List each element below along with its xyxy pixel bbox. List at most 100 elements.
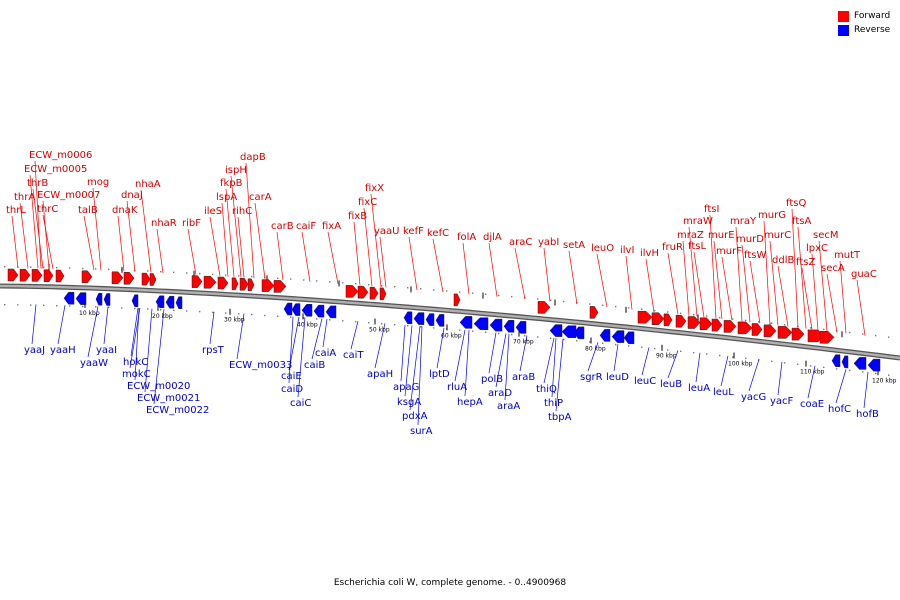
forward-leader-line — [237, 216, 245, 278]
reverse-leader-line — [613, 344, 619, 372]
reverse-leader-line — [153, 309, 165, 405]
ruler-dot — [628, 307, 630, 309]
forward-leader-line — [713, 240, 723, 320]
ruler-dot — [485, 293, 487, 295]
ruler-dot — [342, 282, 344, 284]
ruler-dot — [212, 311, 214, 314]
reverse-swatch — [838, 24, 849, 36]
reverse-leader-line — [495, 333, 507, 388]
forward-gene-arrow — [111, 271, 124, 285]
forward-gene-label: dnaJ — [121, 190, 143, 201]
forward-leader-line — [254, 202, 266, 279]
forward-leader-line — [763, 220, 771, 325]
forward-leader-line — [682, 240, 690, 316]
forward-gene-label: fkpB — [220, 178, 243, 189]
reverse-gene-label: apaG — [393, 382, 419, 393]
forward-leader-line — [856, 279, 866, 336]
forward-gene-label: murG — [758, 210, 786, 221]
forward-gene-arrow — [699, 317, 713, 331]
forward-gene-label: ftsQ — [786, 198, 806, 209]
ruler-dot — [316, 318, 318, 320]
forward-gene-arrow — [191, 275, 203, 288]
reverse-leader-line — [87, 306, 99, 358]
forward-leader-line — [462, 242, 470, 295]
forward-leader-line — [34, 160, 42, 269]
ruler-dot — [69, 267, 71, 269]
ruler-dot — [589, 303, 591, 305]
forward-leader-line — [801, 267, 813, 330]
reverse-gene-arrow — [611, 330, 625, 343]
reverse-leader-line — [504, 333, 510, 401]
forward-gene-arrow — [7, 268, 19, 282]
forward-gene-label: carA — [249, 192, 272, 203]
ruler-dot — [641, 346, 643, 348]
ruler-dot — [550, 337, 552, 339]
reverse-gene-label: caiD — [281, 384, 303, 395]
forward-gene-label: araC — [509, 237, 532, 248]
ruler-dot — [654, 309, 656, 312]
ruler-dot — [771, 360, 773, 362]
legend-forward: Forward — [838, 9, 890, 23]
forward-leader-line — [625, 255, 633, 310]
reverse-leader-line — [103, 306, 109, 345]
forward-leader-line — [769, 240, 779, 326]
reverse-leader-line — [667, 350, 679, 379]
reverse-gene-label: leuC — [634, 376, 656, 387]
forward-gene-label: ispH — [225, 165, 247, 176]
reverse-gene-arrow — [131, 294, 139, 307]
reverse-gene-label: araA — [497, 401, 520, 412]
reverse-gene-label: araB — [512, 372, 535, 383]
forward-leader-line — [741, 244, 751, 323]
forward-gene-arrow — [791, 327, 805, 341]
forward-leader-line — [245, 162, 255, 279]
forward-gene-label: thrL — [6, 205, 26, 216]
reverse-gene-arrow — [95, 292, 103, 306]
forward-leader-line — [568, 250, 578, 305]
forward-gene-label: murE — [708, 230, 735, 241]
reverse-gene-label: yaaJ — [24, 345, 45, 356]
reverse-gene-label: sgrR — [580, 372, 603, 383]
reverse-gene-arrow — [561, 325, 577, 338]
reverse-leader-line — [807, 365, 816, 399]
forward-leader-line — [543, 247, 551, 302]
ruler-dot — [784, 324, 786, 326]
ruler-dot — [485, 331, 487, 333]
forward-gene-arrow — [687, 316, 701, 329]
forward-gene-label: thrA — [14, 192, 35, 203]
forward-leader-line — [140, 189, 152, 273]
forward-gene-arrow — [55, 269, 65, 283]
forward-leader-line — [370, 193, 382, 288]
forward-leader-line — [327, 231, 339, 284]
reverse-gene-label: mokC — [122, 369, 151, 380]
ruler-dot — [875, 372, 877, 375]
reverse-leader-line — [374, 323, 386, 369]
reverse-gene-arrow — [623, 331, 635, 345]
forward-gene-label: murF — [716, 246, 742, 257]
forward-gene-label: murC — [764, 230, 791, 241]
forward-gene-label: ftsI — [704, 204, 719, 215]
genome-backbone — [0, 284, 900, 360]
ruler-dot — [797, 363, 799, 365]
ruler-dot — [849, 369, 851, 372]
legend-reverse: Reverse — [838, 23, 890, 37]
forward-gene-label: ftsA — [792, 216, 811, 227]
ruler-dot — [719, 354, 721, 357]
forward-gene-arrow — [453, 293, 461, 307]
ruler-dot — [186, 272, 188, 274]
reverse-gene-arrow — [573, 326, 585, 340]
ruler-dot — [264, 314, 266, 317]
forward-gene-arrow — [737, 321, 753, 335]
ruler-dot — [498, 332, 500, 335]
forward-leader-line — [156, 228, 164, 274]
ruler-dot — [732, 356, 734, 358]
ruler-dot — [615, 343, 617, 346]
ruler-dot — [719, 316, 721, 319]
forward-gene-arrow — [149, 273, 157, 286]
ruler-dot — [446, 290, 448, 292]
forward-leader-line — [379, 236, 387, 288]
forward-leader-line — [488, 242, 498, 297]
ruler-dot — [394, 286, 396, 288]
forward-swatch — [838, 10, 849, 22]
forward-gene-label: fixB — [348, 211, 367, 222]
